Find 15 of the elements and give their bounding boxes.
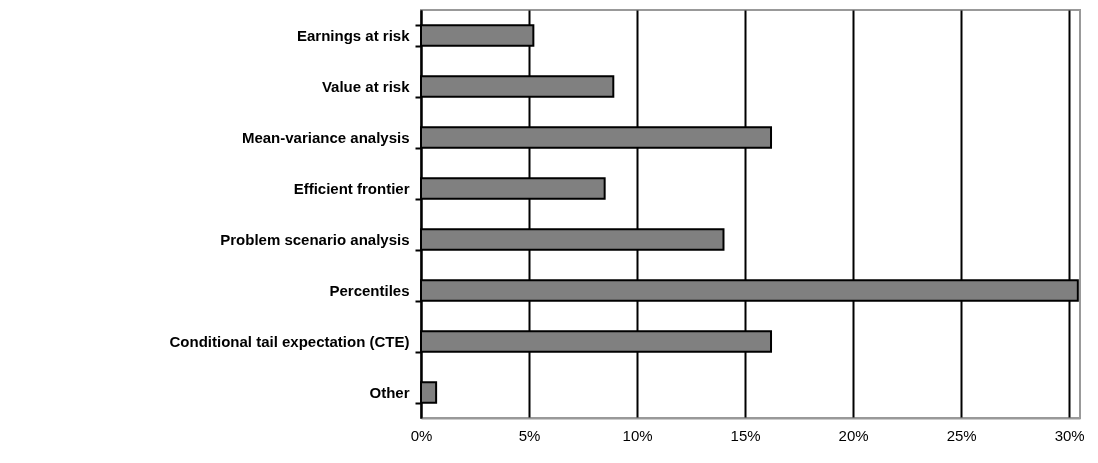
y-tick-label: Mean-variance analysis <box>241 129 410 146</box>
x-tick-label: 10% <box>622 426 653 444</box>
y-tick-label: Value at risk <box>321 78 411 95</box>
y-tick-label: Other <box>369 384 410 401</box>
x-tick-label: 20% <box>838 426 869 444</box>
y-tick-label: Conditional tail expectation (CTE) <box>169 333 410 350</box>
y-tick-label: Earnings at risk <box>296 27 411 44</box>
y-tick-label: Percentiles <box>329 282 410 299</box>
x-tick-label: 0% <box>410 426 433 444</box>
x-tick-label: 30% <box>1054 426 1085 444</box>
x-tick-label: 25% <box>946 426 977 444</box>
x-tick-label: 5% <box>518 426 541 444</box>
x-tick-label: 15% <box>730 426 761 444</box>
y-tick-label: Efficient frontier <box>293 180 410 197</box>
y-tick-label: Problem scenario analysis <box>220 231 410 248</box>
